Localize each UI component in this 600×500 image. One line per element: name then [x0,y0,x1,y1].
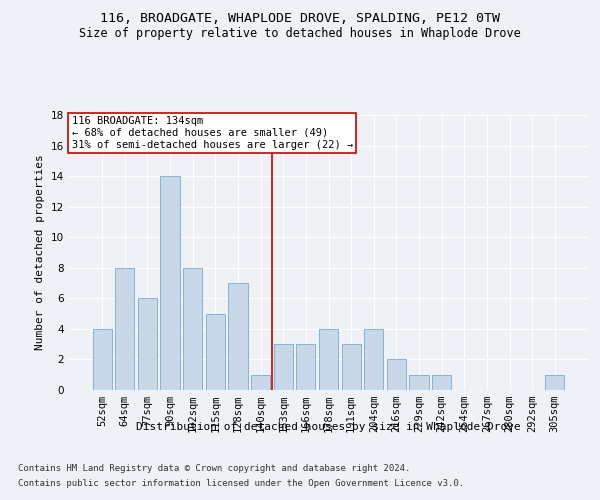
Text: Size of property relative to detached houses in Whaplode Drove: Size of property relative to detached ho… [79,28,521,40]
Bar [432,374,451,390]
Bar [160,176,180,390]
Text: 116, BROADGATE, WHAPLODE DROVE, SPALDING, PE12 0TW: 116, BROADGATE, WHAPLODE DROVE, SPALDING… [100,12,500,26]
Bar [138,298,157,390]
Y-axis label: Number of detached properties: Number of detached properties [35,154,46,350]
Bar [229,283,248,390]
Bar [545,374,565,390]
Bar [409,374,428,390]
Text: 116 BROADGATE: 134sqm
← 68% of detached houses are smaller (49)
31% of semi-deta: 116 BROADGATE: 134sqm ← 68% of detached … [71,116,353,150]
Text: Contains public sector information licensed under the Open Government Licence v3: Contains public sector information licen… [18,479,464,488]
Bar [296,344,316,390]
Bar [341,344,361,390]
Bar [92,329,112,390]
Bar [274,344,293,390]
Bar [364,329,383,390]
Text: Contains HM Land Registry data © Crown copyright and database right 2024.: Contains HM Land Registry data © Crown c… [18,464,410,473]
Bar [183,268,202,390]
Bar [206,314,225,390]
Bar [115,268,134,390]
Bar [319,329,338,390]
Bar [387,360,406,390]
Bar [251,374,270,390]
Text: Distribution of detached houses by size in Whaplode Drove: Distribution of detached houses by size … [136,422,521,432]
